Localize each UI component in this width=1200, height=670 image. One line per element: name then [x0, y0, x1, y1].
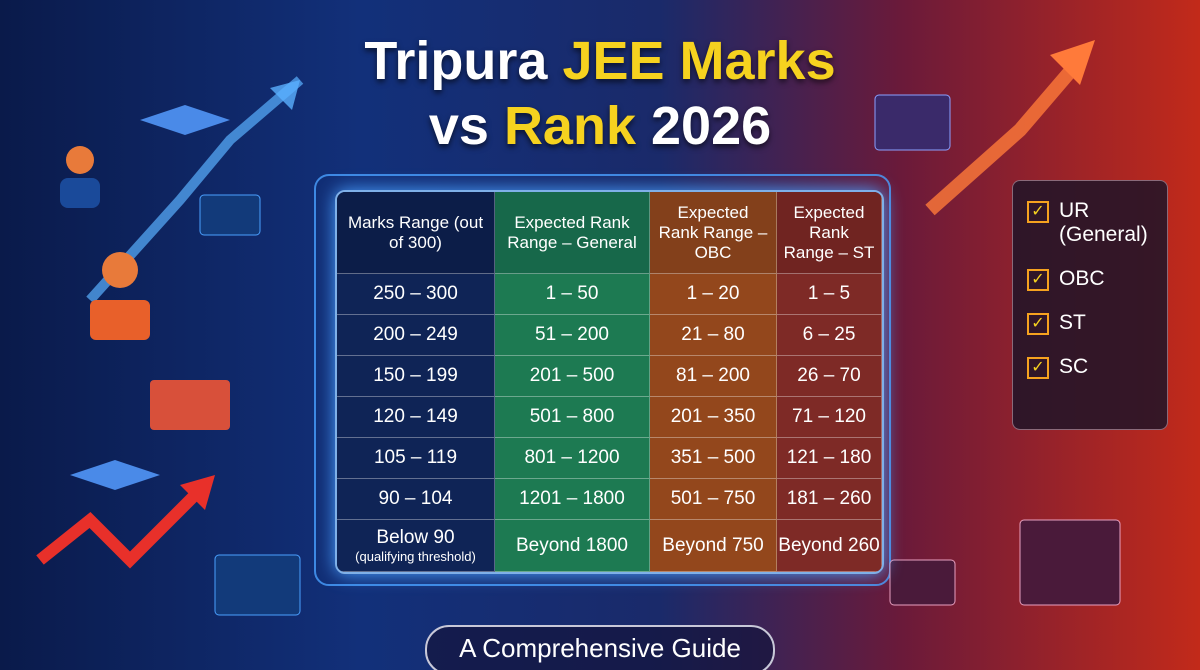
category-checklist: ✓ UR (General) ✓ OBC ✓ ST ✓ SC [1012, 180, 1168, 430]
screen-icon [214, 554, 301, 616]
table-cell: 6 – 25 [777, 315, 882, 356]
table-cell: 120 – 149 [337, 397, 495, 438]
table-cell: Beyond 750 [650, 520, 777, 572]
checklist-label: OBC [1059, 267, 1105, 290]
table-cell: 51 – 200 [495, 315, 650, 356]
checklist-item: ✓ SC [1027, 355, 1153, 379]
table-cell: 1 – 50 [495, 274, 650, 315]
column-header: Expected Rank Range – OBC [650, 192, 777, 274]
checkbox: ✓ [1027, 357, 1049, 379]
table-cell: 21 – 80 [650, 315, 777, 356]
person-icon [90, 300, 150, 340]
table-cell: 121 – 180 [777, 438, 882, 479]
title-highlight: JEE Marks [562, 31, 836, 91]
table-cell: 201 – 500 [495, 356, 650, 397]
checklist-label: UR (General) [1059, 199, 1148, 246]
table-cell: 105 – 119 [337, 438, 495, 479]
frame [314, 174, 891, 586]
checkbox: ✓ [1027, 313, 1049, 335]
checklist-item: ✓ UR (General) [1027, 199, 1153, 247]
title-text: Tripura [364, 31, 548, 91]
arrow [86, 76, 304, 304]
table-cell: 201 – 350 [650, 397, 777, 438]
checkbox: ✓ [1027, 201, 1049, 223]
table-cell: Beyond 1800 [495, 520, 650, 572]
arrow-head [180, 475, 215, 510]
title-highlight: Rank [503, 96, 636, 156]
screen-icon [199, 194, 261, 236]
title-text: vs [428, 96, 489, 156]
cell-text: Below 90 [376, 527, 455, 548]
table-cell: 1 – 20 [650, 274, 777, 315]
cell-note: (qualifying threshold) [355, 549, 476, 564]
arrow [925, 55, 1086, 216]
footer-label: A Comprehensive Guide [425, 625, 775, 670]
table-cell: 250 – 300 [337, 274, 495, 315]
rank-table: Marks Range (out of 300) Expected Rank Ra… [335, 190, 884, 574]
table-cell: 501 – 750 [650, 479, 777, 520]
person-icon [60, 178, 100, 208]
table-cell: 71 – 120 [777, 397, 882, 438]
table-cell: Below 90 (qualifying threshold) [337, 520, 495, 572]
checklist-item: ✓ OBC [1027, 267, 1153, 291]
books-icon [150, 380, 230, 430]
table-cell: 26 – 70 [777, 356, 882, 397]
column-header: Marks Range (out of 300) [337, 192, 495, 274]
checkbox: ✓ [1027, 269, 1049, 291]
title-line: vs Rank 2026 [0, 95, 1200, 157]
arrow [36, 485, 205, 569]
person-icon [102, 252, 138, 288]
table-cell: 150 – 199 [337, 356, 495, 397]
column-header: Expected Rank Range – ST [777, 192, 882, 274]
table-cell: 90 – 104 [337, 479, 495, 520]
table-cell: 351 – 500 [650, 438, 777, 479]
screen-icon [889, 559, 956, 606]
table-cell: 1201 – 1800 [495, 479, 650, 520]
screen-icon [1019, 519, 1121, 606]
table-cell: 181 – 260 [777, 479, 882, 520]
arrow-head [270, 80, 300, 110]
table-cell: 501 – 800 [495, 397, 650, 438]
table-cell: 81 – 200 [650, 356, 777, 397]
title-text: 2026 [651, 96, 772, 156]
table-cell: Beyond 260 [777, 520, 882, 572]
person-icon [66, 146, 94, 174]
screen-icon [874, 94, 951, 151]
cap-icon [140, 105, 230, 135]
checklist-item: ✓ ST [1027, 311, 1153, 335]
checklist-label: ST [1059, 311, 1086, 334]
cap-icon [70, 460, 160, 490]
checklist-label: SC [1059, 355, 1089, 378]
table-cell: 200 – 249 [337, 315, 495, 356]
table-cell: 801 – 1200 [495, 438, 650, 479]
title-line: Tripura JEE Marks [0, 30, 1200, 92]
arrow-head [1050, 40, 1095, 85]
table-cell: 1 – 5 [777, 274, 882, 315]
column-header: Expected Rank Range – General [495, 192, 650, 274]
